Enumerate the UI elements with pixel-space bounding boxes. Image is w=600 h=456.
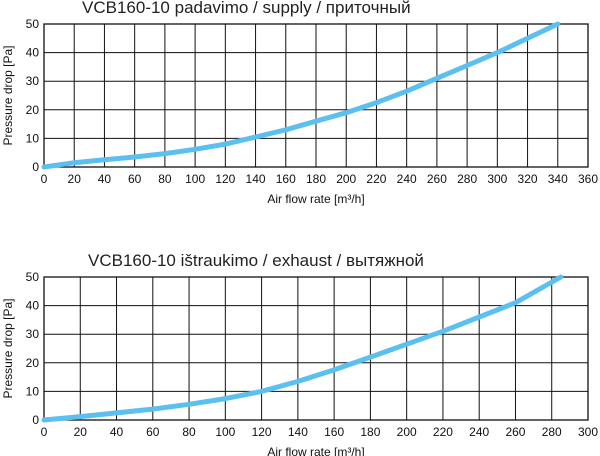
data-point bbox=[223, 397, 227, 401]
x-tick-label: 200 bbox=[397, 425, 417, 439]
data-point bbox=[296, 379, 300, 383]
data-point bbox=[133, 155, 137, 159]
data-point bbox=[368, 355, 372, 359]
data-point bbox=[314, 119, 318, 123]
y-axis-label: Pressure drop [Pa] bbox=[1, 45, 15, 145]
y-tick-label: 50 bbox=[26, 270, 40, 284]
x-axis-label: Air flow rate [m³/h] bbox=[267, 445, 364, 456]
x-tick-label: 220 bbox=[433, 425, 453, 439]
x-tick-label: 360 bbox=[578, 172, 598, 186]
y-tick-label: 30 bbox=[26, 327, 40, 341]
x-tick-label: 340 bbox=[548, 172, 568, 186]
data-point bbox=[78, 415, 82, 419]
y-tick-label: 30 bbox=[26, 74, 40, 88]
data-point bbox=[374, 101, 378, 105]
data-point bbox=[42, 165, 46, 169]
data-point bbox=[72, 161, 76, 165]
pressure-curve bbox=[41, 274, 564, 423]
x-tick-label: 300 bbox=[578, 425, 598, 439]
data-point bbox=[102, 158, 106, 162]
plot-frame bbox=[43, 276, 589, 421]
x-tick-label: 140 bbox=[246, 172, 266, 186]
data-point bbox=[151, 407, 155, 411]
chart-title: VCB160-10 ištraukimo / exhaust / вытяжно… bbox=[88, 251, 424, 270]
data-point bbox=[526, 36, 530, 40]
x-tick-label: 40 bbox=[98, 172, 112, 186]
x-tick-label: 60 bbox=[128, 172, 142, 186]
x-tick-label: 160 bbox=[324, 425, 344, 439]
data-point bbox=[332, 368, 336, 372]
x-tick-label: 0 bbox=[41, 425, 48, 439]
y-tick-label: 20 bbox=[26, 356, 40, 370]
x-tick-label: 120 bbox=[252, 425, 272, 439]
data-point bbox=[513, 301, 517, 305]
data-point bbox=[441, 329, 445, 333]
y-tick-label: 40 bbox=[26, 46, 40, 60]
plot-frame bbox=[43, 23, 589, 168]
x-tick-label: 20 bbox=[74, 425, 88, 439]
chart-title: VCB160-10 padavimo / supply / приточный bbox=[82, 0, 411, 17]
y-axis-label: Pressure drop [Pa] bbox=[1, 298, 15, 398]
x-tick-label: 120 bbox=[215, 172, 235, 186]
x-tick-label: 200 bbox=[336, 172, 356, 186]
x-tick-label: 20 bbox=[68, 172, 82, 186]
data-point bbox=[477, 315, 481, 319]
y-tick-label: 0 bbox=[32, 413, 39, 427]
y-tick-label: 20 bbox=[26, 103, 40, 117]
data-point bbox=[495, 51, 499, 55]
x-tick-label: 80 bbox=[158, 172, 172, 186]
y-tick-label: 0 bbox=[32, 160, 39, 174]
data-point bbox=[193, 147, 197, 151]
chart-2: VCB160-10 ištraukimo / exhaust / вытяжно… bbox=[1, 251, 598, 456]
y-tick-label: 10 bbox=[26, 384, 40, 398]
data-point bbox=[435, 76, 439, 80]
data-point bbox=[42, 418, 46, 422]
x-tick-label: 240 bbox=[397, 172, 417, 186]
x-tick-label: 60 bbox=[146, 425, 160, 439]
data-point bbox=[187, 402, 191, 406]
y-tick-label: 40 bbox=[26, 299, 40, 313]
x-tick-label: 260 bbox=[505, 425, 525, 439]
x-tick-label: 100 bbox=[215, 425, 235, 439]
x-tick-label: 180 bbox=[360, 425, 380, 439]
data-point bbox=[260, 389, 264, 393]
pressure-curve bbox=[41, 21, 561, 170]
data-point bbox=[115, 411, 119, 415]
x-tick-label: 80 bbox=[182, 425, 196, 439]
data-point bbox=[405, 89, 409, 93]
x-axis-label: Air flow rate [m³/h] bbox=[267, 192, 364, 206]
x-tick-label: 0 bbox=[41, 172, 48, 186]
data-point bbox=[254, 135, 258, 139]
data-point bbox=[556, 22, 560, 26]
data-point bbox=[465, 63, 469, 67]
data-point bbox=[163, 152, 167, 156]
y-tick-label: 10 bbox=[26, 131, 40, 145]
x-tick-label: 280 bbox=[542, 425, 562, 439]
chart-1: VCB160-10 padavimo / supply / приточный 0… bbox=[1, 0, 598, 206]
y-tick-label: 50 bbox=[26, 17, 40, 31]
x-tick-label: 320 bbox=[518, 172, 538, 186]
x-tick-label: 100 bbox=[185, 172, 205, 186]
data-point bbox=[344, 111, 348, 115]
x-tick-label: 220 bbox=[366, 172, 386, 186]
x-tick-label: 280 bbox=[457, 172, 477, 186]
x-tick-label: 240 bbox=[469, 425, 489, 439]
x-tick-label: 260 bbox=[427, 172, 447, 186]
x-tick-label: 140 bbox=[288, 425, 308, 439]
x-tick-label: 180 bbox=[306, 172, 326, 186]
data-point bbox=[559, 275, 563, 279]
data-point bbox=[405, 342, 409, 346]
x-tick-label: 300 bbox=[487, 172, 507, 186]
data-point bbox=[284, 128, 288, 132]
data-point bbox=[223, 142, 227, 146]
x-tick-label: 40 bbox=[110, 425, 124, 439]
x-tick-label: 160 bbox=[276, 172, 296, 186]
